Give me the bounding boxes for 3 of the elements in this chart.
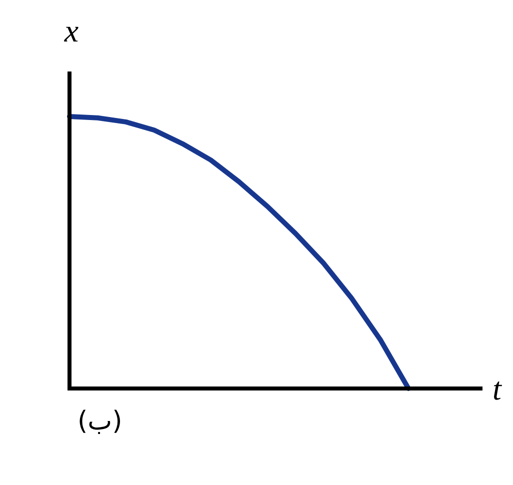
x-axis-title: t	[492, 370, 502, 406]
text: (ب)	[78, 406, 122, 436]
y-axis-title: x	[63, 12, 79, 48]
